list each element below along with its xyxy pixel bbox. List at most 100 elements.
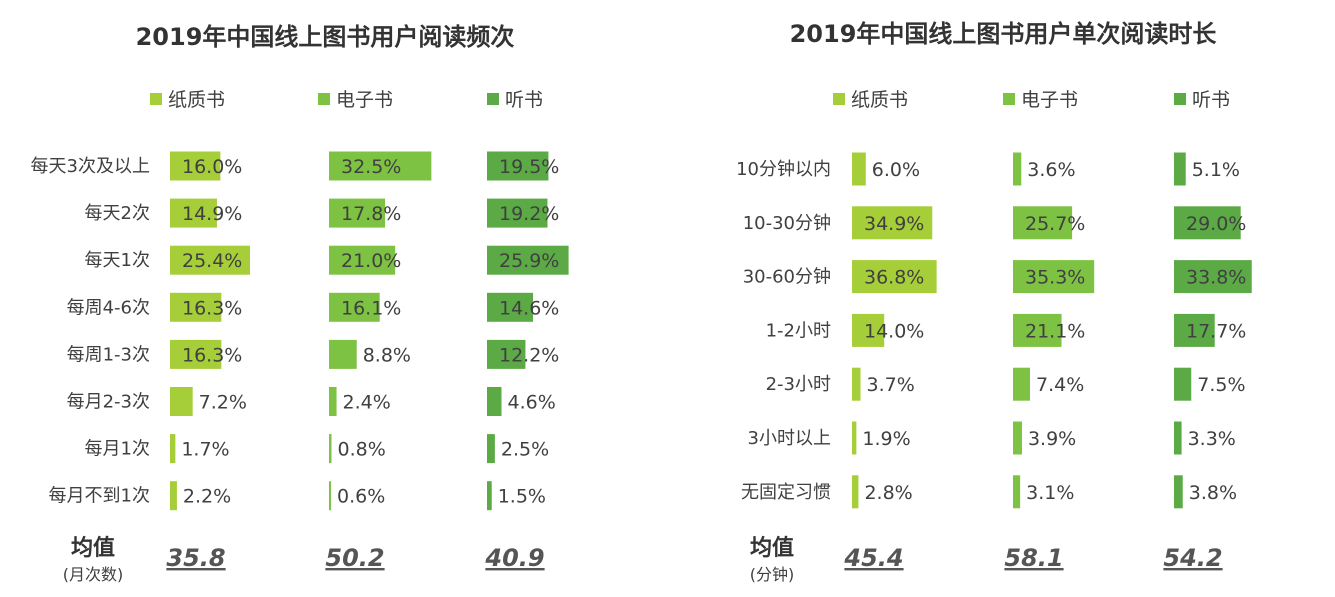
chart-2-bar-ebook bbox=[1013, 421, 1022, 455]
chart-2-bar-ebook bbox=[1013, 313, 1062, 347]
chart-1-category-label: 每天1次 bbox=[85, 250, 150, 271]
chart-2-title: 2019年中国线上图书用户单次阅读时长 bbox=[790, 20, 1218, 48]
chart-2-data-label-ebook: 35.3% bbox=[1025, 267, 1085, 289]
chart-1-legend-swatch-paper bbox=[150, 93, 162, 105]
chart-2-bar-paper bbox=[852, 260, 937, 294]
chart-2-bar-paper bbox=[852, 313, 885, 347]
chart-1-data-label-audio: 19.5% bbox=[499, 156, 559, 178]
chart-2-data-label-paper: 36.8% bbox=[864, 267, 924, 289]
chart-2-data-label-ebook: 3.9% bbox=[1028, 428, 1076, 450]
chart-2-data-label-paper: 6.0% bbox=[872, 159, 920, 181]
chart-2-bar-ebook bbox=[1013, 475, 1021, 509]
chart-1-bar-audio bbox=[487, 292, 533, 322]
chart-1-avg-ebook: 50.2 bbox=[325, 544, 384, 572]
chart-1-category-label: 每月1次 bbox=[85, 439, 150, 460]
chart-1-data-label-audio: 1.5% bbox=[498, 486, 546, 508]
chart-1-data-label-ebook: 17.8% bbox=[341, 203, 401, 225]
chart-1-data-label-audio: 14.6% bbox=[499, 297, 559, 319]
chart-2-avg-label: 均值 bbox=[750, 535, 794, 561]
chart-1-category-label: 每周1-3次 bbox=[67, 344, 150, 365]
chart-1-data-label-audio: 4.6% bbox=[507, 392, 555, 414]
chart-1-data-label-paper: 14.9% bbox=[182, 203, 242, 225]
chart-2-data-label-audio: 3.3% bbox=[1188, 428, 1236, 450]
chart-2-data-label-audio: 3.8% bbox=[1189, 482, 1237, 504]
chart-1-data-label-paper: 7.2% bbox=[199, 392, 247, 414]
chart-2-bar-audio bbox=[1174, 260, 1252, 294]
chart-1-bar-ebook bbox=[329, 198, 386, 228]
chart-1-bar-paper bbox=[170, 292, 222, 322]
chart-1-data-label-ebook: 8.8% bbox=[363, 344, 411, 366]
chart-2-avg-audio: 54.2 bbox=[1163, 544, 1222, 572]
chart-2-bar-ebook bbox=[1013, 367, 1031, 401]
chart-2-data-label-ebook: 21.1% bbox=[1025, 320, 1085, 342]
chart-2-bar-paper bbox=[852, 206, 933, 240]
chart-1-bar-paper bbox=[170, 339, 222, 369]
chart-2-category-label: 3小时以上 bbox=[748, 428, 831, 449]
chart-2-data-label-paper: 2.8% bbox=[864, 482, 912, 504]
chart-1-data-label-audio: 19.2% bbox=[499, 203, 559, 225]
chart-1-bar-paper bbox=[170, 151, 221, 181]
chart-2-data-label-paper: 14.0% bbox=[864, 320, 924, 342]
chart-2-category-label: 10分钟以内 bbox=[736, 159, 831, 180]
chart-1-bar-audio bbox=[487, 481, 492, 511]
chart-1-data-label-paper: 25.4% bbox=[182, 250, 242, 272]
chart-2-bar-audio bbox=[1174, 313, 1215, 347]
chart-1-data-label-ebook: 16.1% bbox=[341, 297, 401, 319]
chart-1-bar-ebook bbox=[329, 434, 332, 464]
chart-1-bar-ebook bbox=[329, 292, 380, 322]
chart-1-bar-audio bbox=[487, 387, 502, 416]
chart-2-avg-ebook: 58.1 bbox=[1004, 544, 1063, 572]
chart-2-data-label-ebook: 25.7% bbox=[1025, 213, 1085, 235]
chart-1-plot: 纸质书 电子书 听书每天3次及以上每天2次每天1次每周4-6次每周1-3次每月2-3… bbox=[31, 89, 569, 511]
chart-1-data-label-paper: 16.3% bbox=[182, 344, 242, 366]
chart-2-legend-swatch-ebook bbox=[1003, 93, 1015, 105]
chart-1-bar-paper bbox=[170, 434, 176, 464]
chart-1-legend-paper: 纸质书 bbox=[168, 89, 225, 111]
chart-1-data-label-paper: 16.0% bbox=[182, 156, 242, 178]
chart-1-data-label-ebook: 2.4% bbox=[343, 392, 391, 414]
chart-1-data-label-paper: 2.2% bbox=[183, 486, 231, 508]
chart-2-category-label: 30-60分钟 bbox=[743, 267, 831, 288]
chart-2-data-label-ebook: 3.1% bbox=[1026, 482, 1074, 504]
chart-1-data-label-paper: 16.3% bbox=[182, 297, 242, 319]
chart-2-data-label-paper: 1.9% bbox=[862, 428, 910, 450]
chart-2-avg-unit: (分钟) bbox=[750, 565, 795, 584]
chart-2-bar-paper bbox=[852, 367, 861, 401]
chart-2-legend-audio: 听书 bbox=[1192, 89, 1230, 111]
chart-1-legend-swatch-ebook bbox=[318, 93, 330, 105]
chart-2-data-label-paper: 3.7% bbox=[867, 374, 915, 396]
chart-2-data-label-audio: 17.7% bbox=[1186, 320, 1246, 342]
chart-1-legend-swatch-audio bbox=[487, 93, 499, 105]
chart-1-bar-paper bbox=[170, 245, 251, 275]
chart-2-data-label-audio: 7.5% bbox=[1197, 374, 1245, 396]
chart-1-bar-paper bbox=[170, 481, 177, 511]
chart-1-bar-audio bbox=[487, 151, 549, 181]
chart-1-bar-paper bbox=[170, 387, 193, 416]
chart-2-bar-audio bbox=[1174, 152, 1186, 186]
chart-2-data-label-ebook: 7.4% bbox=[1036, 374, 1084, 396]
chart-2-category-label: 1-2小时 bbox=[766, 320, 831, 341]
chart-1-bar-ebook bbox=[329, 481, 331, 511]
chart-2-plot: 纸质书 电子书 听书 10分钟以内 10-30分钟 30-60分钟 1-2小时 2-3小时 3小… bbox=[736, 89, 1252, 509]
chart-2-category-label: 2-3小时 bbox=[766, 374, 831, 395]
chart-2-data-label-ebook: 3.6% bbox=[1027, 159, 1075, 181]
chart-1-data-label-ebook: 21.0% bbox=[341, 250, 401, 272]
chart-1-category-label: 每天3次及以上 bbox=[31, 156, 150, 177]
chart-2-data-label-audio: 5.1% bbox=[1192, 159, 1240, 181]
chart-1-data-label-audio: 12.2% bbox=[499, 344, 559, 366]
chart-1-legend-audio: 听书 bbox=[505, 89, 543, 111]
chart-2-bar-audio bbox=[1174, 367, 1192, 401]
chart-2-bar-paper bbox=[852, 152, 866, 186]
chart-1-bar-ebook bbox=[329, 151, 432, 181]
chart-2-bar-ebook bbox=[1013, 206, 1073, 240]
chart-2-bar-paper bbox=[852, 475, 859, 509]
chart-2-legend-paper: 纸质书 bbox=[851, 89, 908, 111]
chart-2-avg-paper: 45.4 bbox=[843, 544, 903, 572]
chart-1-data-label-paper: 1.7% bbox=[181, 439, 229, 461]
chart-1-data-label-ebook: 0.8% bbox=[338, 439, 386, 461]
chart-1-bar-ebook bbox=[329, 339, 357, 369]
chart-2-data-label-audio: 33.8% bbox=[1186, 267, 1246, 289]
chart-2-legend-swatch-audio bbox=[1174, 93, 1186, 105]
chart-1-bar-paper bbox=[170, 198, 217, 228]
chart-1-data-label-ebook: 32.5% bbox=[341, 156, 401, 178]
